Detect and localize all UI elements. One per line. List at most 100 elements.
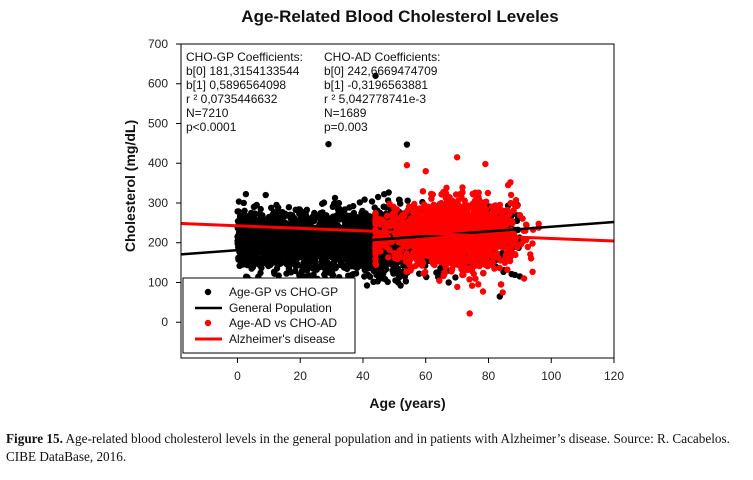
data-point [280, 213, 288, 220]
data-point [463, 210, 470, 217]
data-point [267, 219, 274, 227]
data-point [362, 261, 369, 268]
data-point [321, 254, 329, 261]
data-point [334, 252, 341, 259]
data-point [251, 215, 259, 223]
data-point [372, 255, 379, 262]
data-point [291, 218, 299, 225]
y-tick-label: 200 [148, 236, 168, 250]
data-point [372, 261, 380, 269]
data-point [437, 264, 444, 272]
data-point [479, 288, 487, 295]
data-point [442, 263, 449, 271]
x-axis-title: Age (years) [369, 395, 445, 411]
data-point [424, 225, 431, 232]
data-point [364, 271, 372, 278]
data-point [312, 263, 319, 270]
data-point [270, 268, 278, 275]
data-point [275, 272, 282, 279]
data-point [402, 278, 410, 285]
data-point [273, 201, 280, 209]
data-point [290, 259, 297, 267]
data-point [454, 283, 461, 291]
data-point [476, 262, 483, 270]
data-point [502, 252, 509, 259]
data-point [499, 289, 506, 296]
data-point [242, 229, 250, 236]
data-point [281, 248, 289, 255]
data-point [356, 199, 363, 206]
data-point [438, 209, 445, 216]
data-point [483, 251, 490, 258]
data-point [402, 258, 410, 265]
data-point [420, 204, 427, 212]
data-point [302, 231, 309, 239]
data-point [342, 254, 350, 261]
data-point [390, 203, 397, 210]
data-point [390, 270, 397, 277]
data-point [285, 204, 293, 211]
data-point-outlier [372, 72, 379, 79]
data-point [429, 191, 436, 198]
y-tick-label: 100 [148, 275, 168, 289]
data-point [472, 275, 479, 282]
legend-label-gp-line: General Population [229, 301, 332, 315]
data-point [504, 266, 511, 273]
data-point [270, 237, 277, 244]
data-point [306, 220, 313, 228]
data-point [444, 243, 451, 250]
data-point [349, 233, 356, 240]
data-point [462, 242, 469, 249]
x-tick-label: 20 [294, 369, 308, 383]
data-point [259, 260, 266, 267]
data-point [373, 271, 380, 278]
data-point [419, 188, 427, 195]
data-point [432, 249, 440, 256]
data-point [266, 252, 274, 260]
legend: Age-GP vs CHO-GP General Population Age-… [182, 277, 356, 354]
data-point [451, 213, 459, 221]
data-point [486, 238, 493, 245]
data-point [350, 222, 358, 230]
data-point [392, 223, 399, 230]
data-point [323, 260, 330, 268]
data-point [312, 247, 319, 254]
data-point [347, 263, 355, 270]
x-axis: 0 20 40 60 80 100 120 [234, 358, 624, 383]
x-tick-label: 60 [419, 369, 433, 383]
y-tick-label: 700 [148, 37, 168, 51]
data-point [381, 191, 388, 198]
regression-line-alzheimers [180, 221, 615, 243]
data-point [433, 269, 440, 276]
data-point [237, 212, 245, 219]
data-point [363, 282, 371, 289]
data-point [482, 243, 489, 250]
data-point [459, 270, 467, 277]
data-point [452, 274, 459, 281]
data-point [380, 270, 387, 278]
data-point [419, 251, 426, 258]
data-point [436, 277, 443, 284]
data-point [469, 190, 476, 198]
data-point [301, 258, 308, 266]
data-point [364, 244, 371, 251]
data-point [256, 210, 264, 217]
data-point [310, 214, 317, 221]
data-point [297, 218, 305, 225]
data-point [430, 236, 437, 244]
data-point [449, 197, 456, 204]
data-point [342, 219, 349, 226]
data-point [507, 243, 514, 250]
coefficients-ad: CHO-AD Coefficients: b[0] 242,6669474709… [324, 50, 440, 134]
data-point [272, 230, 279, 237]
gp-header: CHO-GP Coefficients: [186, 50, 303, 64]
gp-n: N=7210 [186, 106, 229, 120]
data-point [288, 253, 295, 260]
data-point [411, 209, 419, 217]
data-point [372, 246, 379, 253]
data-point [468, 282, 476, 289]
data-point [432, 208, 439, 216]
data-point [330, 234, 337, 241]
data-point [397, 246, 405, 254]
data-point [260, 241, 267, 248]
